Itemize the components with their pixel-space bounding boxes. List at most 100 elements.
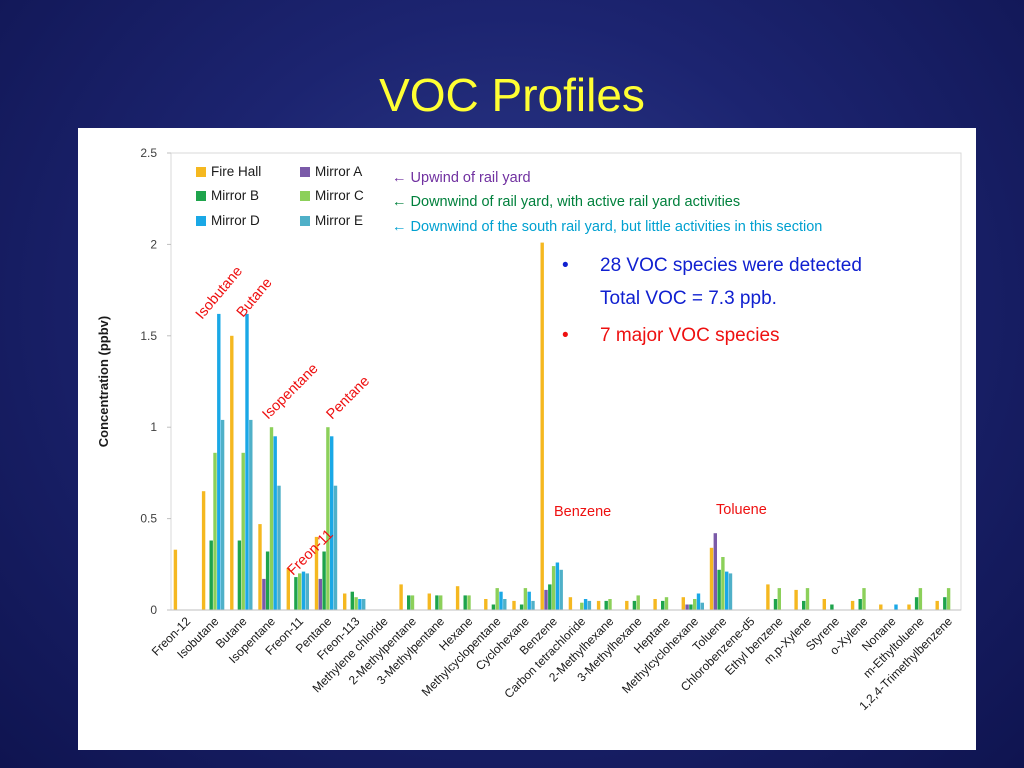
legend-swatch xyxy=(196,191,206,201)
bar-mirror-b xyxy=(548,584,552,610)
bar-mirror-c xyxy=(495,588,499,610)
bar-mirror-b xyxy=(265,551,270,610)
bar-fire-hall xyxy=(681,597,685,610)
bar-mirror-b xyxy=(491,604,496,610)
bar-fire-hall xyxy=(455,586,460,610)
bar-mirror-c xyxy=(523,588,528,610)
bar-mirror-e xyxy=(587,600,592,610)
bullet-marker: • xyxy=(562,255,569,276)
bar-mirror-d xyxy=(527,591,531,610)
bar-fire-hall xyxy=(935,600,939,610)
legend-label: Fire Hall xyxy=(211,164,261,179)
bar-mirror-c xyxy=(721,557,725,610)
annotation-isopentane: Isopentane xyxy=(260,361,322,423)
bar-mirror-c xyxy=(580,602,584,610)
legend-swatch xyxy=(196,216,206,226)
bar-mirror-c xyxy=(354,597,358,610)
bullet-major: • 7 major VOC species xyxy=(562,319,780,352)
bar-mirror-e xyxy=(249,419,253,610)
bar-mirror-d xyxy=(894,604,898,610)
bar-mirror-c xyxy=(269,427,274,610)
bar-mirror-a xyxy=(262,578,266,610)
bar-mirror-d xyxy=(217,313,221,610)
annotation-benzene: Benzene xyxy=(554,504,611,520)
annotation-butane: Butane xyxy=(234,275,276,320)
bar-mirror-b xyxy=(407,595,411,610)
bar-mirror-c xyxy=(693,599,697,610)
legend-label: Mirror C xyxy=(315,188,364,203)
legend-swatch xyxy=(300,167,310,177)
bar-mirror-a xyxy=(685,604,689,610)
note-upwind: ← Upwind of rail yard xyxy=(392,170,531,186)
bullet-text: 7 major VOC species xyxy=(600,325,780,346)
legend-swatch xyxy=(300,191,310,201)
bullet-text-continued: Total VOC = 7.3 ppb. xyxy=(600,288,777,309)
bar-mirror-a xyxy=(713,533,717,610)
bar-mirror-b xyxy=(322,551,326,610)
bar-mirror-c xyxy=(410,595,415,610)
bar-mirror-b xyxy=(914,597,919,610)
bar-mirror-b xyxy=(237,540,242,610)
bar-mirror-e xyxy=(362,599,366,610)
slide-title: VOC Profiles xyxy=(379,69,645,121)
bar-mirror-d xyxy=(725,571,729,610)
y-axis-label: Concentration (ppbv) xyxy=(96,316,111,447)
bar-mirror-c xyxy=(467,595,471,610)
bar-mirror-d xyxy=(499,591,503,610)
bar-mirror-b xyxy=(661,600,665,610)
bar-mirror-b xyxy=(294,577,298,610)
bar-fire-hall xyxy=(850,600,855,610)
bar-mirror-b xyxy=(858,599,862,610)
bar-fire-hall xyxy=(794,589,798,610)
bar-mirror-d xyxy=(358,599,362,610)
bar-mirror-d xyxy=(696,593,701,610)
bar-mirror-d xyxy=(301,571,306,610)
bar-mirror-c xyxy=(777,588,781,610)
bar-mirror-c xyxy=(298,573,302,610)
bar-mirror-c xyxy=(551,566,556,610)
y-tick-label: 0 xyxy=(150,603,157,617)
y-tick-label: 2.5 xyxy=(140,146,157,160)
bar-mirror-c xyxy=(918,588,923,610)
bar-fire-hall xyxy=(709,547,714,610)
bullet-text: 28 VOC species were detected xyxy=(600,255,862,276)
bar-mirror-b xyxy=(632,600,637,610)
legend-label: Mirror D xyxy=(211,213,260,228)
bar-mirror-e xyxy=(220,419,225,610)
annotation-toluene: Toluene xyxy=(716,502,767,518)
bar-mirror-b xyxy=(435,595,439,610)
y-tick-label: 1 xyxy=(150,420,157,434)
bullet-detected: • 28 VOC species were detected Total VOC … xyxy=(562,249,862,315)
bar-fire-hall xyxy=(484,599,488,610)
note-downwind-active: ← Downwind of rail yard, with active rai… xyxy=(392,194,741,210)
annotation-pentane: Pentane xyxy=(324,373,374,423)
bar-mirror-b xyxy=(943,597,947,610)
note-downwind-south: ← Downwind of the south rail yard, but l… xyxy=(392,219,823,235)
bar-mirror-b xyxy=(689,604,693,610)
bar-mirror-e xyxy=(333,485,338,610)
bar-mirror-b xyxy=(802,600,806,610)
bar-fire-hall xyxy=(173,549,178,610)
bar-fire-hall xyxy=(201,491,206,610)
bar-mirror-c xyxy=(805,588,810,610)
bullet-marker: • xyxy=(562,325,569,346)
bar-mirror-d xyxy=(245,313,249,610)
bar-mirror-a xyxy=(318,578,322,610)
bar-fire-hall xyxy=(399,584,403,610)
bar-mirror-d xyxy=(555,562,560,610)
legend-swatch xyxy=(300,216,310,226)
bar-mirror-d xyxy=(330,436,334,610)
y-tick-label: 0.5 xyxy=(140,512,157,526)
bar-fire-hall xyxy=(427,593,431,610)
bar-mirror-c xyxy=(241,452,245,610)
bar-fire-hall xyxy=(653,599,657,610)
y-tick-label: 1.5 xyxy=(140,329,157,343)
bar-fire-hall xyxy=(540,242,544,610)
chart-panel: 0 0.5 1 1.5 2 2.5 Concentration (ppbv) Freon-12… xyxy=(78,128,976,750)
bar-mirror-e xyxy=(305,573,309,610)
bar-mirror-c xyxy=(664,597,669,610)
bar-fire-hall xyxy=(258,524,262,610)
bar-mirror-b xyxy=(604,600,608,610)
bar-fire-hall xyxy=(822,599,826,610)
bar-mirror-c xyxy=(326,427,330,610)
